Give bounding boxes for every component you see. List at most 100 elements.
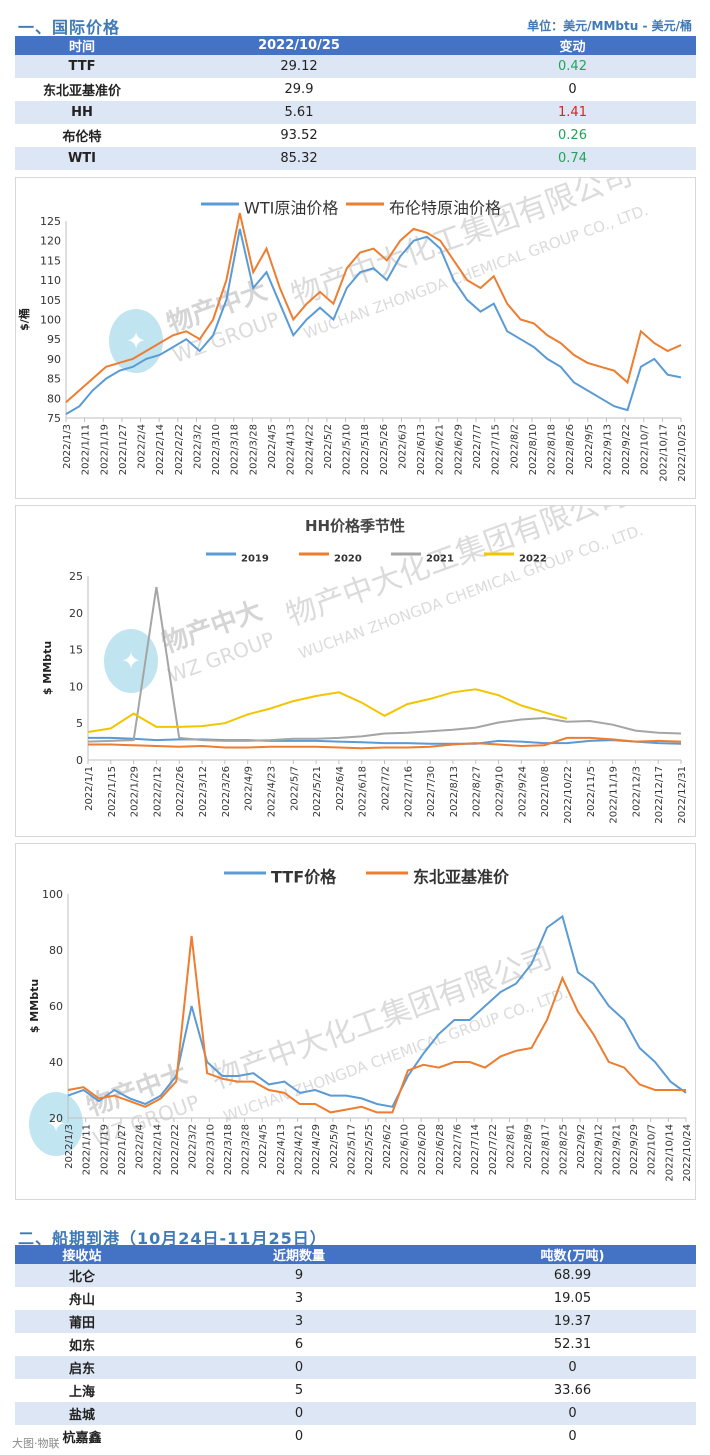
x-tick-label: 2022/11/19 — [609, 766, 620, 824]
y-tick-label: 110 — [40, 274, 61, 287]
row-count: 0 — [149, 1356, 449, 1379]
x-tick-label: 2022/3/10 — [205, 1124, 216, 1175]
table-row: 盐城 0 0 — [15, 1402, 696, 1425]
x-tick-label: 2022/1/27 — [117, 1124, 128, 1175]
ttf-chart: ✦ 物产中大 WZ GROUP 物产中大化工集团有限公司 WUCHAN ZHONGDA … — [15, 843, 696, 1200]
row-count: 0 — [294, 1429, 304, 1444]
y-tick-label: 80 — [47, 392, 61, 405]
x-tick-label: 2022/5/2 — [323, 424, 334, 469]
series-line-3 — [87, 586, 682, 743]
x-tick-label: 2022/3/18 — [223, 1124, 234, 1175]
x-tick-label: 2022/5/25 — [364, 1124, 375, 1175]
y-tick-label: 60 — [49, 1000, 63, 1013]
legend-label: 东北亚基准价 — [413, 867, 510, 886]
row-change: 0.26 — [558, 128, 587, 143]
x-tick-label: 2022/4/13 — [276, 1124, 287, 1175]
y-tick-label: 10 — [69, 680, 83, 693]
x-tick-label: 2022/3/18 — [230, 424, 241, 475]
x-tick-label: 2022/1/3 — [62, 424, 73, 469]
x-tick-label: 2022/5/9 — [329, 1124, 340, 1169]
table-row: 莆田 3 19.37 — [15, 1310, 696, 1333]
row-tons: 0 — [449, 1402, 696, 1425]
x-tick-label: 2022/8/10 — [528, 424, 539, 475]
table-row: 如东 6 52.31 — [15, 1333, 696, 1356]
section2-title: 二、船期到港（10月24日-11月25日） — [18, 1229, 327, 1248]
shipping-table: 接收站 近期数量 吨数(万吨) 北仑 9 68.99 舟山 3 19.05 莆田 3 19.37… — [15, 1245, 696, 1448]
x-tick-label: 2022/8/2 — [509, 424, 520, 469]
row-station: 如东 — [68, 1339, 95, 1354]
x-tick-label: 2022/1/29 — [130, 766, 141, 817]
x-tick-label: 2022/6/21 — [435, 424, 446, 475]
row-price: 85.32 — [149, 147, 449, 170]
price-table: 时间 2022/10/25 变动 TTF 29.12 0.42 东北亚基准价 29.9 0… — [15, 36, 696, 170]
header-time: 时间 — [15, 36, 149, 55]
legend-label: 2021 — [426, 553, 454, 564]
row-change: 1.41 — [449, 101, 696, 124]
x-tick-label: 2022/2/22 — [170, 1124, 181, 1175]
x-tick-label: 2022/3/28 — [248, 424, 259, 475]
x-tick-label: 2022/4/5 — [267, 424, 278, 469]
row-name: TTF — [15, 55, 149, 78]
x-tick-label: 2022/9/13 — [602, 424, 613, 475]
row-count: 9 — [149, 1264, 449, 1287]
row-name: 东北亚基准价 — [42, 84, 121, 99]
x-tick-label: 2022/3/26 — [221, 766, 232, 817]
x-tick-label: 2022/8/26 — [565, 424, 576, 475]
x-tick-label: 2022/7/15 — [491, 424, 502, 475]
logo-star-icon: ✦ — [126, 327, 146, 355]
y-tick-label: 25 — [69, 570, 83, 583]
x-tick-label: 2022/10/24 — [682, 1124, 693, 1182]
y-tick-label: 80 — [49, 944, 63, 957]
table-row: WTI 85.32 0.74 — [15, 147, 696, 170]
x-tick-label: 2022/7/22 — [488, 1124, 499, 1175]
series-line-2 — [67, 935, 686, 1114]
y-tick-label: 100 — [42, 888, 63, 901]
table-row: 布伦特 93.52 0.26 — [15, 124, 696, 147]
table-row: 北仑 9 68.99 — [15, 1264, 696, 1287]
row-count: 6 — [294, 1337, 304, 1352]
row-price: 29.12 — [149, 55, 449, 78]
x-tick-label: 2022/3/12 — [198, 766, 209, 817]
row-tons: 0 — [449, 1356, 696, 1379]
x-tick-label: 2022/6/2 — [382, 1124, 393, 1169]
legend-label: TTF价格 — [271, 867, 337, 886]
y-tick-label: 105 — [40, 294, 61, 307]
row-station: 盐城 — [15, 1402, 149, 1425]
table-row: 杭嘉鑫 0 0 — [15, 1425, 696, 1448]
y-tick-label: 120 — [40, 235, 61, 248]
y-tick-label: 85 — [47, 373, 61, 386]
x-tick-label: 2022/7/30 — [426, 766, 437, 817]
table-row: 东北亚基准价 29.9 0 — [15, 78, 696, 101]
oil-price-chart: ✦ 物产中大 WZ GROUP 物产中大化工集团有限公司 WUCHAN ZHONGDA … — [15, 177, 696, 499]
x-tick-label: 2022/6/13 — [416, 424, 427, 475]
row-count: 0 — [149, 1402, 449, 1425]
x-tick-label: 2022/9/22 — [621, 424, 632, 475]
row-count: 5 — [294, 1383, 304, 1398]
legend-label: 2019 — [241, 553, 269, 564]
x-tick-label: 2022/2/4 — [135, 1124, 146, 1169]
x-tick-label: 2022/3/2 — [188, 1124, 199, 1169]
x-tick-label: 2022/7/14 — [470, 1124, 481, 1175]
legend-label: WTI原油价格 — [244, 198, 338, 217]
header-date: 2022/10/25 — [149, 36, 449, 55]
x-tick-label: 2022/10/25 — [677, 424, 688, 482]
x-tick-label: 2022/9/10 — [495, 766, 506, 817]
x-tick-label: 2022/2/4 — [137, 424, 148, 469]
table-row: 启东 0 0 — [15, 1356, 696, 1379]
x-tick-label: 2022/4/22 — [304, 424, 315, 475]
x-tick-label: 2022/5/21 — [312, 766, 323, 817]
row-station: 启东 — [15, 1356, 149, 1379]
x-tick-label: 2022/9/21 — [611, 1124, 622, 1175]
row-station: 北仑 — [15, 1264, 149, 1287]
legend-label: 2022 — [519, 553, 547, 564]
x-tick-label: 2022/2/12 — [152, 766, 163, 817]
row-change: 0.42 — [449, 55, 696, 78]
x-tick-label: 2022/12/17 — [654, 766, 665, 824]
x-tick-label: 2022/3/10 — [211, 424, 222, 475]
x-tick-label: 2022/9/12 — [594, 1124, 605, 1175]
x-tick-label: 2022/6/3 — [397, 424, 408, 469]
x-tick-label: 2022/8/25 — [558, 1124, 569, 1175]
x-tick-label: 2022/2/14 — [152, 1124, 163, 1175]
